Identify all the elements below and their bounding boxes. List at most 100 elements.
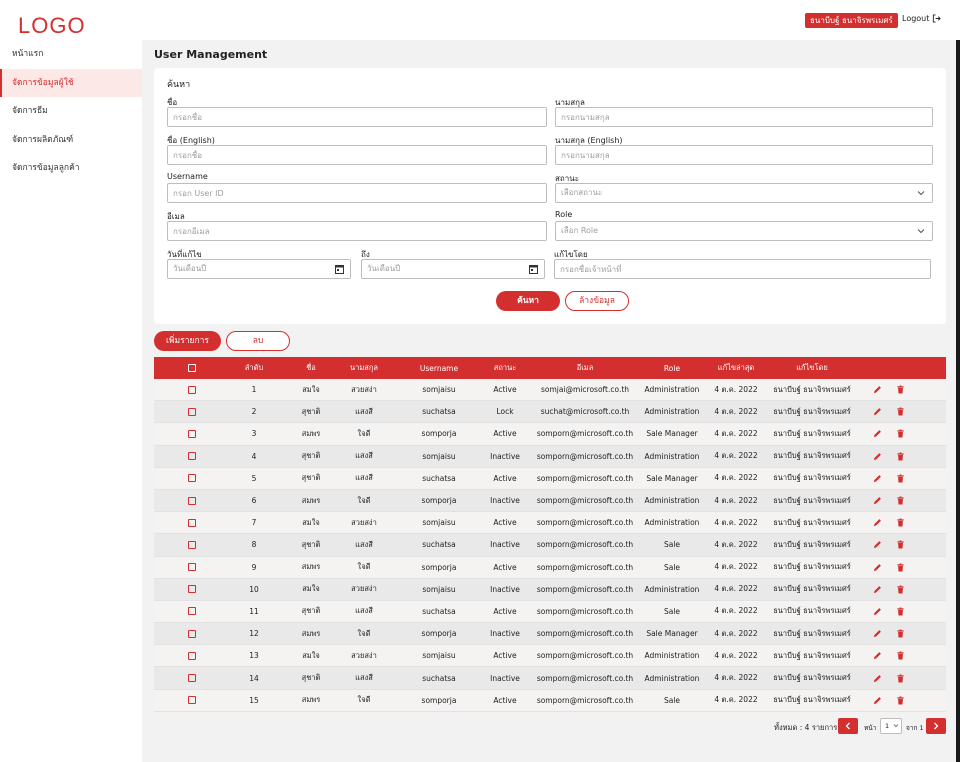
user-name-badge[interactable]: ธนาบีบฐ์ ธนาจิรพรเมศร์ bbox=[805, 13, 898, 28]
cell-first-name: สมพร bbox=[301, 562, 321, 572]
trash-button[interactable] bbox=[893, 512, 907, 533]
edit-button[interactable] bbox=[870, 490, 884, 511]
select-all-checkbox[interactable] bbox=[182, 357, 202, 379]
cell-no: 6 bbox=[251, 496, 257, 506]
role-select[interactable]: เลือก Role bbox=[555, 221, 933, 241]
trash-button[interactable] bbox=[893, 379, 907, 400]
row-checkbox[interactable] bbox=[182, 468, 202, 489]
trash-button[interactable] bbox=[893, 423, 907, 444]
cell-email: somporn@microsoft.co.th bbox=[536, 606, 634, 616]
trash-button[interactable] bbox=[893, 579, 907, 600]
cell-role: Sale Manager bbox=[646, 473, 698, 483]
pencil-icon bbox=[873, 674, 881, 682]
trash-button[interactable] bbox=[893, 401, 907, 422]
cell-status: Active bbox=[493, 695, 517, 705]
prev-page-button[interactable] bbox=[838, 718, 858, 734]
pencil-icon bbox=[873, 541, 881, 549]
trash-button[interactable] bbox=[893, 557, 907, 578]
checkbox-icon bbox=[188, 364, 196, 372]
row-checkbox[interactable] bbox=[182, 490, 202, 511]
cell-role: Administration bbox=[644, 584, 700, 594]
calendar-icon[interactable] bbox=[335, 264, 344, 274]
trash-button[interactable] bbox=[893, 490, 907, 511]
edited-date-from-input[interactable]: วันเดือนปี bbox=[167, 259, 351, 279]
edited-by-input[interactable] bbox=[554, 259, 931, 279]
page-label: หน้า bbox=[864, 724, 877, 732]
row-checkbox[interactable] bbox=[182, 379, 202, 400]
trash-icon bbox=[896, 429, 904, 439]
trash-button[interactable] bbox=[893, 601, 907, 622]
trash-button[interactable] bbox=[893, 468, 907, 489]
edit-button[interactable] bbox=[870, 446, 884, 467]
row-checkbox[interactable] bbox=[182, 423, 202, 444]
edit-button[interactable] bbox=[870, 423, 884, 444]
username-input[interactable] bbox=[167, 183, 547, 203]
edit-button[interactable] bbox=[870, 468, 884, 489]
edited-date-from-placeholder: วันเดือนปี bbox=[173, 264, 207, 273]
add-button[interactable]: เพิ่มรายการ bbox=[154, 331, 221, 351]
trash-button[interactable] bbox=[893, 446, 907, 467]
cell-last-name: ใจดี bbox=[357, 495, 371, 505]
checkbox-icon bbox=[188, 674, 196, 683]
edit-button[interactable] bbox=[870, 512, 884, 533]
row-checkbox[interactable] bbox=[182, 667, 202, 688]
cell-edited-by: ธนาบีบฐ์ ธนาจิรพรเมศร์ bbox=[773, 473, 851, 483]
edit-button[interactable] bbox=[870, 557, 884, 578]
trash-button[interactable] bbox=[893, 690, 907, 711]
row-checkbox[interactable] bbox=[182, 645, 202, 666]
delete-button[interactable]: ลบ bbox=[226, 331, 290, 351]
table-row: 13 สมใจ สวยสง่า somjaisu Active somporn@micro… bbox=[154, 645, 946, 668]
row-checkbox[interactable] bbox=[182, 512, 202, 533]
sidebar-item-products[interactable]: จัดการผลิตภัณฑ์ bbox=[12, 135, 74, 145]
email-input[interactable] bbox=[167, 221, 547, 241]
last-name-input[interactable] bbox=[555, 107, 933, 127]
row-checkbox[interactable] bbox=[182, 446, 202, 467]
clear-button[interactable]: ล้างข้อมูล bbox=[565, 291, 629, 311]
sidebar-item-customers[interactable]: จัดการข้อมูลลูกค้า bbox=[12, 163, 80, 173]
page-of-label: จาก 1 bbox=[906, 724, 924, 732]
row-checkbox[interactable] bbox=[182, 534, 202, 555]
cell-no: 12 bbox=[249, 629, 259, 639]
cell-email: somporn@microsoft.co.th bbox=[536, 540, 634, 550]
row-checkbox[interactable] bbox=[182, 579, 202, 600]
first-name-input[interactable] bbox=[167, 107, 547, 127]
cell-no: 14 bbox=[249, 673, 259, 683]
last-name-en-label: นามสกุล (English) bbox=[555, 136, 623, 145]
calendar-icon[interactable] bbox=[529, 264, 538, 274]
edit-button[interactable] bbox=[870, 690, 884, 711]
status-select[interactable]: เลือกสถานะ bbox=[555, 183, 933, 203]
last-name-en-input[interactable] bbox=[555, 145, 933, 165]
edit-button[interactable] bbox=[870, 401, 884, 422]
edit-button[interactable] bbox=[870, 645, 884, 666]
row-checkbox[interactable] bbox=[182, 690, 202, 711]
cell-no: 1 bbox=[251, 385, 257, 395]
trash-button[interactable] bbox=[893, 534, 907, 555]
sidebar-item-user-management[interactable]: จัดการข้อมูลผู้ใช้ bbox=[0, 69, 142, 97]
logout-button[interactable]: Logout bbox=[902, 14, 942, 23]
row-checkbox[interactable] bbox=[182, 601, 202, 622]
edit-button[interactable] bbox=[870, 601, 884, 622]
trash-button[interactable] bbox=[893, 623, 907, 644]
cell-username: suchatsa bbox=[422, 673, 456, 683]
page-select[interactable]: 1 bbox=[880, 718, 902, 734]
edit-button[interactable] bbox=[870, 579, 884, 600]
first-name-en-input[interactable] bbox=[167, 145, 547, 165]
trash-button[interactable] bbox=[893, 667, 907, 688]
edit-button[interactable] bbox=[870, 667, 884, 688]
edited-date-to-input[interactable]: วันเดือนปี bbox=[361, 259, 545, 279]
cell-edited-by: ธนาบีบฐ์ ธนาจิรพรเมศร์ bbox=[773, 517, 851, 527]
edit-button[interactable] bbox=[870, 623, 884, 644]
trash-button[interactable] bbox=[893, 645, 907, 666]
edit-button[interactable] bbox=[870, 534, 884, 555]
next-page-button[interactable] bbox=[926, 718, 946, 734]
cell-role: Administration bbox=[644, 673, 700, 683]
search-button[interactable]: ค้นหา bbox=[496, 291, 560, 311]
cell-last-name: ใจดี bbox=[357, 628, 371, 638]
sidebar-item-theme[interactable]: จัดการธีม bbox=[12, 106, 48, 116]
row-checkbox[interactable] bbox=[182, 623, 202, 644]
row-checkbox[interactable] bbox=[182, 557, 202, 578]
sidebar-item-home[interactable]: หน้าแรก bbox=[12, 49, 44, 59]
table-row: 7 สมใจ สวยสง่า somjaisu Active somporn@micros… bbox=[154, 512, 946, 535]
row-checkbox[interactable] bbox=[182, 401, 202, 422]
edit-button[interactable] bbox=[870, 379, 884, 400]
